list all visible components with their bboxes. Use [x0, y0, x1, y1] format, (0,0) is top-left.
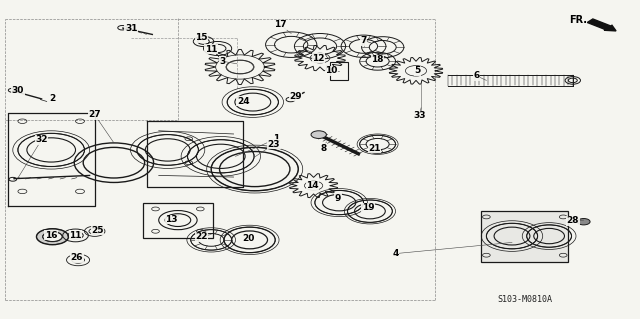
Text: 32: 32	[35, 135, 48, 144]
Text: 11: 11	[69, 231, 82, 240]
Text: 30: 30	[12, 86, 24, 95]
Circle shape	[43, 232, 62, 241]
FancyArrow shape	[588, 19, 616, 31]
Text: 29: 29	[289, 92, 302, 101]
Bar	[481, 211, 568, 262]
Text: 10: 10	[325, 66, 338, 75]
Text: 6: 6	[474, 71, 480, 80]
Circle shape	[311, 131, 326, 138]
Text: 4: 4	[392, 249, 399, 258]
Text: 2: 2	[49, 94, 56, 103]
Text: 31: 31	[125, 24, 138, 33]
Text: 11: 11	[205, 45, 218, 54]
Text: 13: 13	[165, 215, 178, 224]
Text: 19: 19	[362, 204, 374, 212]
Text: 18: 18	[371, 56, 384, 64]
Text: 27: 27	[88, 110, 101, 119]
Text: 21: 21	[368, 144, 381, 153]
Text: 17: 17	[274, 20, 287, 29]
Text: 12: 12	[312, 54, 325, 63]
Text: 24: 24	[237, 97, 250, 106]
Text: 22: 22	[195, 232, 208, 241]
Text: 14: 14	[306, 181, 319, 190]
Text: 16: 16	[45, 231, 58, 240]
Circle shape	[577, 219, 590, 225]
Text: 7: 7	[360, 36, 367, 45]
Text: 25: 25	[91, 226, 104, 235]
Bar	[143, 203, 213, 238]
Text: 5: 5	[414, 66, 420, 75]
Text: 1: 1	[273, 134, 280, 143]
Text: 20: 20	[242, 234, 255, 243]
Text: S103-M0810A: S103-M0810A	[497, 295, 552, 304]
Text: 9: 9	[335, 194, 341, 203]
Text: FR.: FR.	[570, 15, 588, 25]
Bar	[330, 62, 348, 80]
Text: 26: 26	[70, 253, 83, 262]
Text: 33: 33	[413, 111, 426, 120]
Text: 3: 3	[220, 57, 226, 66]
Text: 15: 15	[195, 33, 208, 42]
Text: 8: 8	[320, 144, 326, 153]
Text: 23: 23	[268, 140, 280, 149]
Text: 28: 28	[566, 216, 579, 225]
Circle shape	[36, 229, 68, 245]
